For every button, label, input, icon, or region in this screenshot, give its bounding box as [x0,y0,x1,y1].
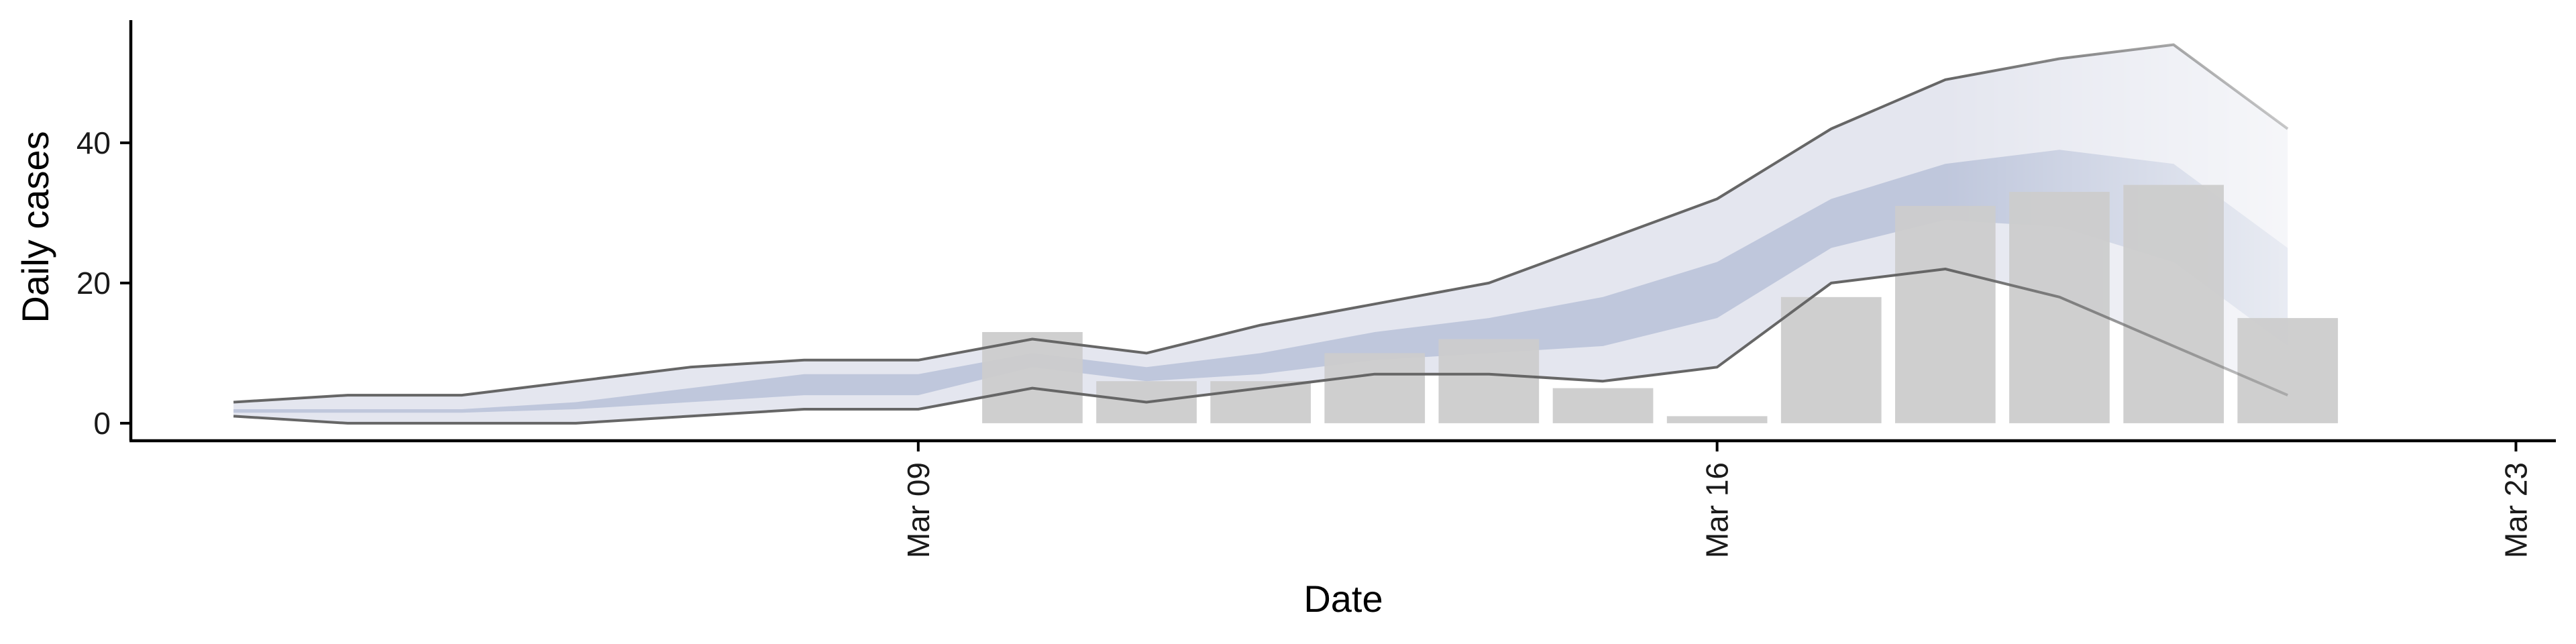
upper-bound-line [233,43,2289,404]
observed-bars [982,184,2339,423]
bar-mar-21 [2237,318,2339,423]
bar-mar-19 [2009,192,2110,423]
inner-projection-band [233,150,2288,413]
bar-mar-20 [2123,184,2224,423]
projection-bands [233,44,2288,423]
y-tick-label-40: 40 [76,125,111,160]
bar-mar-15 [1552,388,1654,423]
y-tick-label-0: 0 [93,406,111,441]
lower-bound-line [233,268,2288,425]
x-tick-label-mar-23: Mar 23 [2498,462,2533,558]
bar-mar-10 [982,332,1083,423]
bar-mar-17 [1780,297,1882,423]
x-tick-label-mar-9: Mar 09 [901,462,936,558]
projection-bound-lines [233,43,2289,425]
axes: 0 20 40 Mar 09 Mar 16 Mar 23 [76,20,2556,558]
bar-mar-16 [1666,416,1768,423]
bar-mar-13 [1324,353,1426,423]
y-axis-title: Daily cases [14,131,56,323]
y-tick-label-20: 20 [76,266,111,301]
bar-mar-14 [1438,339,1540,423]
x-axis-title: Date [1303,578,1383,620]
x-tick-label-mar-16: Mar 16 [1700,462,1735,558]
bar-mar-18 [1895,205,1996,423]
